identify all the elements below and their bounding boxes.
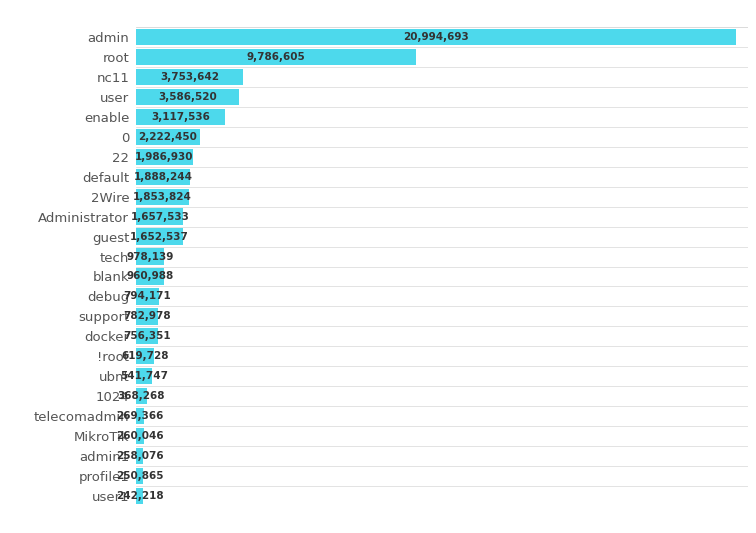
Text: 794,171: 794,171 (123, 292, 172, 301)
Bar (136, 168, 190, 185)
Text: 756,351: 756,351 (123, 332, 171, 341)
Bar (136, 49, 416, 66)
Bar (136, 29, 736, 45)
Text: 1,657,533: 1,657,533 (130, 212, 189, 222)
Text: 258,076: 258,076 (116, 451, 163, 461)
Bar (136, 149, 193, 165)
Bar (136, 69, 243, 85)
Text: 978,139: 978,139 (126, 252, 174, 262)
Text: 3,117,536: 3,117,536 (151, 112, 210, 122)
Text: 2,222,450: 2,222,450 (138, 132, 197, 142)
Text: 3,586,520: 3,586,520 (158, 92, 217, 102)
Text: 541,747: 541,747 (119, 371, 168, 381)
Text: 20,994,693: 20,994,693 (404, 32, 469, 42)
Bar (136, 368, 151, 384)
Bar (136, 428, 144, 444)
Bar (136, 189, 189, 205)
Bar (136, 89, 239, 105)
Bar (136, 488, 143, 504)
Text: 1,986,930: 1,986,930 (135, 152, 194, 162)
Bar (136, 208, 184, 225)
Bar (136, 308, 159, 325)
Bar (136, 129, 200, 145)
Text: 960,988: 960,988 (126, 271, 173, 281)
Bar (136, 109, 225, 125)
Text: 368,268: 368,268 (118, 391, 165, 401)
Text: 260,046: 260,046 (116, 431, 163, 441)
Bar (136, 229, 184, 245)
Bar (136, 348, 153, 365)
Bar (136, 328, 158, 344)
Bar (136, 388, 147, 404)
Text: 269,366: 269,366 (116, 411, 163, 421)
Bar (136, 248, 164, 265)
Text: 1,888,244: 1,888,244 (134, 172, 193, 182)
Bar (136, 288, 159, 304)
Text: 9,786,605: 9,786,605 (246, 52, 305, 62)
Text: 242,218: 242,218 (116, 491, 163, 501)
Text: 782,978: 782,978 (123, 311, 171, 321)
Text: 3,753,642: 3,753,642 (160, 72, 219, 82)
Text: 1,853,824: 1,853,824 (133, 192, 192, 201)
Bar (136, 448, 144, 464)
Bar (136, 467, 143, 484)
Text: 250,865: 250,865 (116, 471, 163, 481)
Bar (136, 268, 163, 285)
Text: 619,728: 619,728 (121, 351, 169, 361)
Bar (136, 408, 144, 424)
Text: 1,652,537: 1,652,537 (130, 232, 189, 241)
